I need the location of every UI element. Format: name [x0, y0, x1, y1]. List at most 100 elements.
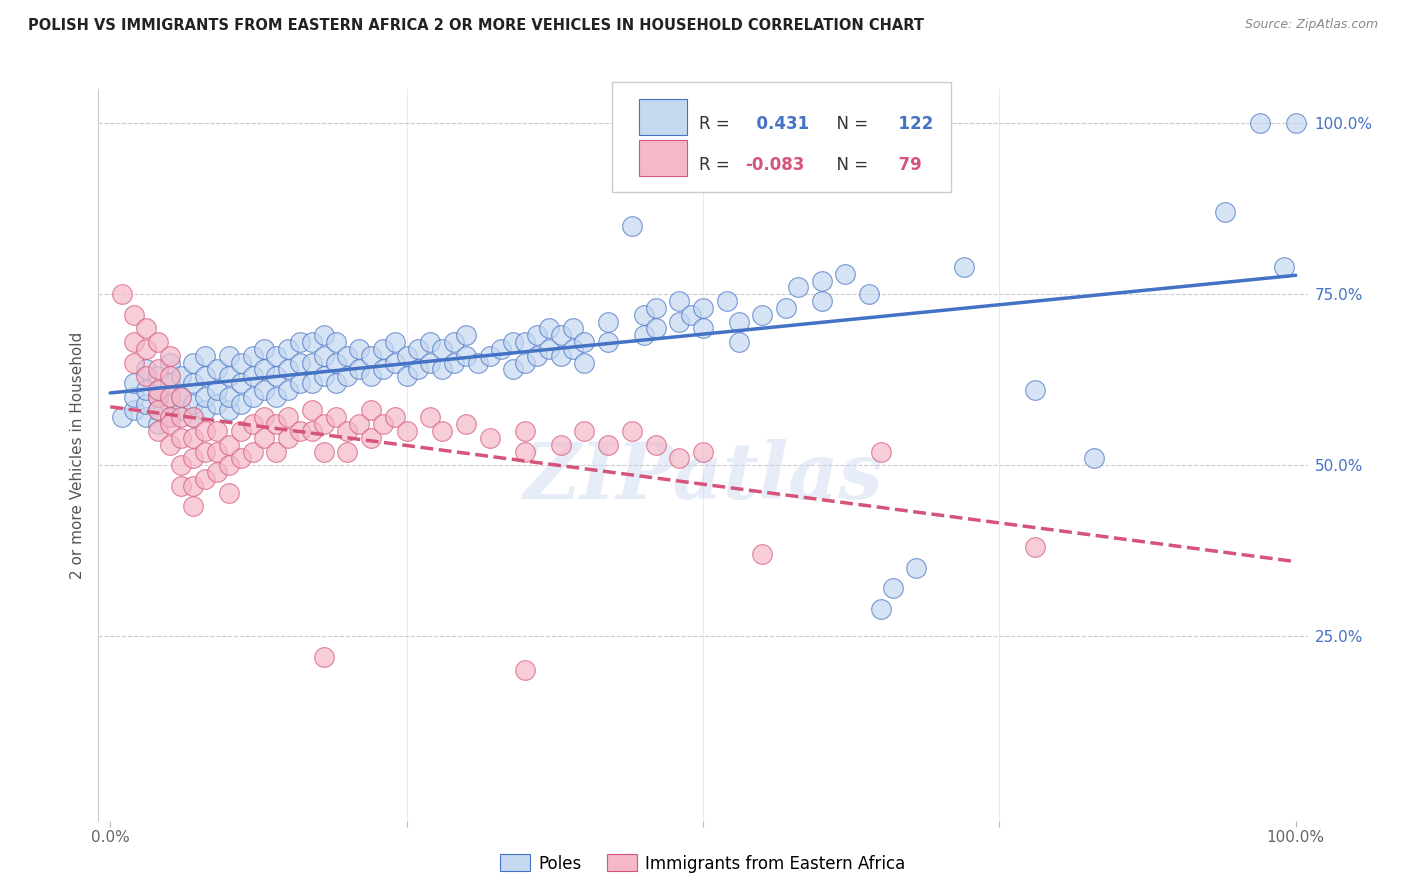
Point	[135, 369, 157, 384]
Point	[1024, 540, 1046, 554]
Point	[159, 349, 181, 363]
Point	[218, 458, 240, 472]
Point	[467, 356, 489, 370]
Point	[644, 321, 666, 335]
Point	[751, 547, 773, 561]
Point	[253, 342, 276, 356]
Point	[135, 383, 157, 397]
Point	[598, 335, 620, 350]
Point	[122, 376, 145, 391]
Point	[181, 410, 204, 425]
Point	[692, 444, 714, 458]
Point	[181, 431, 204, 445]
Point	[515, 335, 537, 350]
Point	[419, 356, 441, 370]
Point	[146, 383, 169, 397]
Point	[537, 321, 560, 335]
Point	[633, 328, 655, 343]
FancyBboxPatch shape	[613, 82, 950, 192]
Point	[159, 410, 181, 425]
Point	[1285, 116, 1308, 130]
Point	[1083, 451, 1105, 466]
Point	[312, 349, 335, 363]
Point	[159, 390, 181, 404]
Point	[146, 417, 169, 432]
Point	[146, 390, 169, 404]
Point	[561, 342, 583, 356]
Point	[443, 335, 465, 350]
Point	[194, 349, 217, 363]
Point	[264, 417, 287, 432]
Point	[181, 451, 204, 466]
Point	[443, 356, 465, 370]
Point	[205, 424, 228, 438]
Point	[751, 308, 773, 322]
Point	[312, 369, 335, 384]
Point	[277, 342, 299, 356]
Point	[515, 444, 537, 458]
Point	[347, 417, 370, 432]
Point	[620, 424, 643, 438]
Point	[384, 356, 406, 370]
Point	[371, 362, 394, 376]
Point	[159, 376, 181, 391]
Point	[432, 424, 454, 438]
Point	[432, 362, 454, 376]
Point	[170, 458, 193, 472]
Point	[170, 390, 193, 404]
Text: N =: N =	[827, 155, 873, 174]
Bar	[638, 99, 688, 135]
Point	[277, 383, 299, 397]
Point	[598, 438, 620, 452]
Point	[454, 417, 477, 432]
Point	[478, 349, 501, 363]
Point	[122, 308, 145, 322]
Point	[1249, 116, 1271, 130]
Point	[432, 342, 454, 356]
Point	[181, 397, 204, 411]
Point	[574, 424, 596, 438]
Point	[218, 369, 240, 384]
Text: ZIPatlas: ZIPatlas	[523, 439, 883, 515]
Point	[478, 431, 501, 445]
Point	[205, 397, 228, 411]
Point	[419, 410, 441, 425]
Point	[360, 349, 382, 363]
Point	[135, 321, 157, 335]
Point	[218, 349, 240, 363]
Point	[242, 349, 264, 363]
Point	[146, 369, 169, 384]
Point	[146, 362, 169, 376]
Point	[952, 260, 974, 274]
Point	[454, 349, 477, 363]
Point	[336, 349, 359, 363]
Point	[550, 438, 572, 452]
Point	[644, 301, 666, 315]
Point	[194, 369, 217, 384]
Point	[1272, 260, 1295, 274]
Point	[633, 308, 655, 322]
Point	[288, 356, 311, 370]
Point	[371, 417, 394, 432]
Point	[347, 362, 370, 376]
Point	[253, 362, 276, 376]
Point	[122, 403, 145, 417]
Point	[325, 356, 347, 370]
Point	[1213, 205, 1236, 219]
Point	[336, 444, 359, 458]
Point	[159, 417, 181, 432]
Point	[347, 342, 370, 356]
Point	[218, 390, 240, 404]
Point	[242, 390, 264, 404]
Point	[111, 410, 134, 425]
Point	[550, 349, 572, 363]
Point	[170, 431, 193, 445]
Bar	[638, 140, 688, 176]
Point	[181, 410, 204, 425]
Text: N =: N =	[827, 114, 873, 133]
Point	[419, 335, 441, 350]
Point	[325, 410, 347, 425]
Point	[550, 328, 572, 343]
Point	[253, 431, 276, 445]
Point	[312, 649, 335, 664]
